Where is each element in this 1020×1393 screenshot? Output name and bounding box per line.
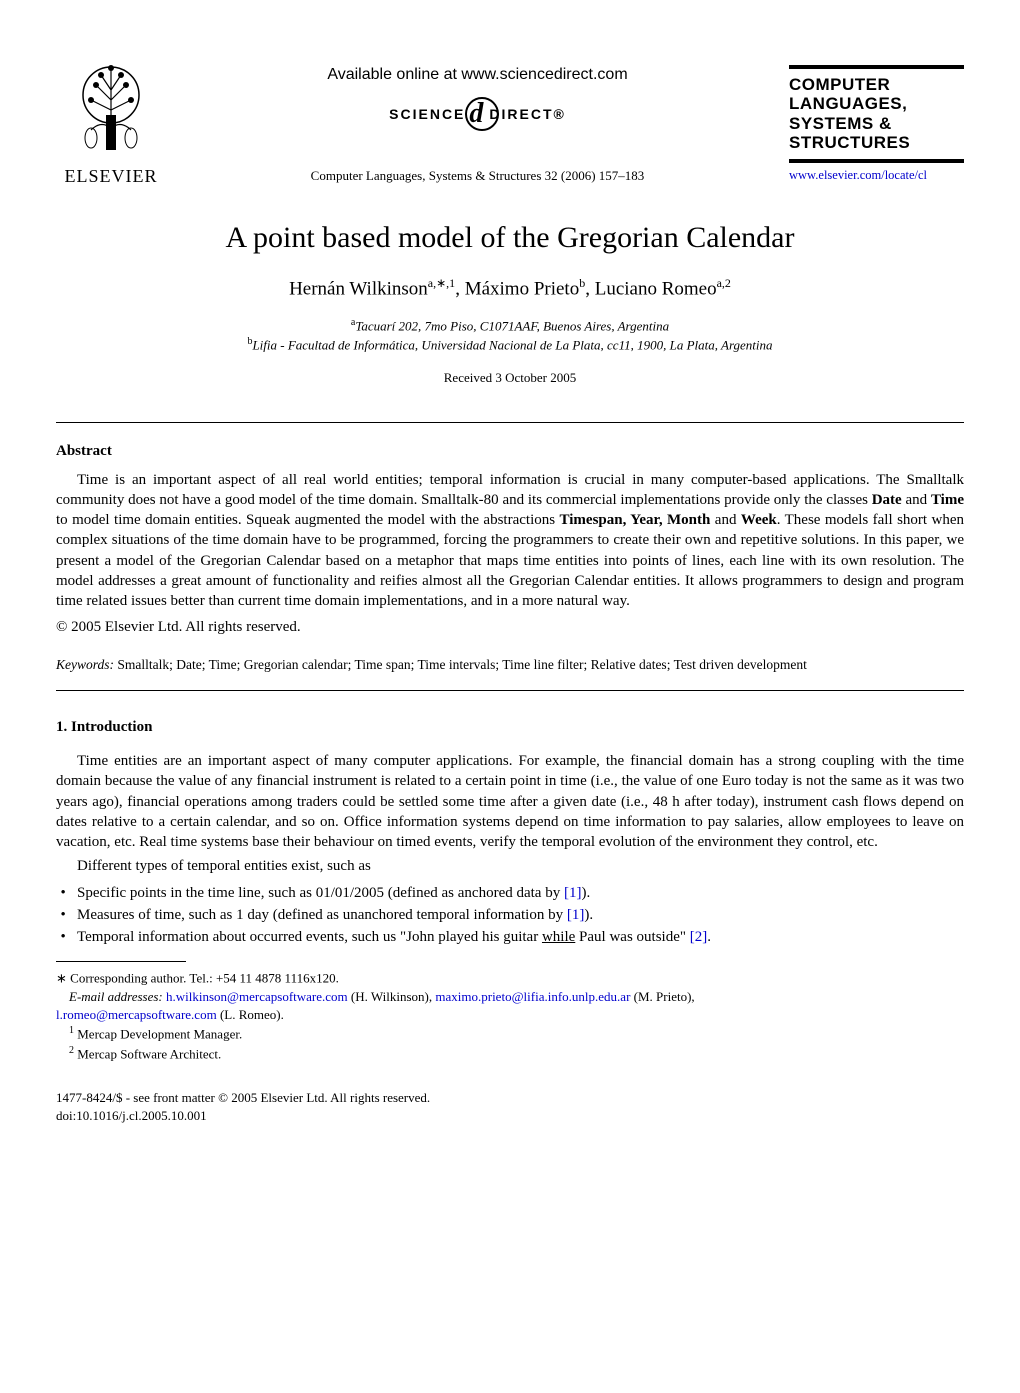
corresponding-author: ∗ Corresponding author. Tel.: +54 11 487… [56,968,964,988]
section-1-p2: Different types of temporal entities exi… [56,856,964,876]
sciencedirect-logo: SCIENCE d DIRECT® [389,95,566,133]
bullet-item: Temporal information about occurred even… [56,927,964,947]
footer-block: 1477-8424/$ - see front matter © 2005 El… [56,1089,964,1125]
journal-name-2: LANGUAGES, [789,94,964,114]
fn1-text: Mercap Development Manager. [74,1027,242,1042]
abstract-copyright: © 2005 Elsevier Ltd. All rights reserved… [56,617,964,637]
journal-url-link[interactable]: www.elsevier.com/locate/cl [789,167,964,184]
corr-text: ∗ Corresponding author. Tel.: +54 11 487… [56,971,339,986]
center-header: Available online at www.sciencedirect.co… [166,64,789,185]
email-2[interactable]: maximo.prieto@lifia.info.unlp.edu.ar [435,989,630,1004]
emails-label: E-mail addresses: [69,989,163,1004]
sd-left: SCIENCE [389,105,465,124]
article-title: A point based model of the Gregorian Cal… [56,218,964,259]
header-row: ELSEVIER Available online at www.science… [56,60,964,188]
keywords-line: Keywords: Smalltalk; Date; Time; Gregori… [56,656,964,674]
email-addresses-line: E-mail addresses: h.wilkinson@mercapsoft… [56,988,964,1006]
elsevier-tree-icon [66,60,156,160]
footnote-2: 2 Mercap Software Architect. [56,1044,964,1064]
elsevier-logo: ELSEVIER [56,60,166,188]
email-3-name: (L. Romeo). [217,1007,284,1022]
journal-name-4: STRUCTURES [789,133,964,153]
email-2-name: (M. Prieto), [630,989,694,1004]
affiliations: aTacuarí 202, 7mo Piso, C1071AAF, Buenos… [56,316,964,355]
email-1-name: (H. Wilkinson), [348,989,436,1004]
abstract-body: Time is an important aspect of all real … [56,470,964,612]
section-1-p1: Time entities are an important aspect of… [56,751,964,852]
keywords-label: Keywords: [56,657,114,672]
email-addresses-line-2: l.romeo@mercapsoftware.com (L. Romeo). [56,1006,964,1024]
authors-line: Hernán Wilkinsona,∗,1, Máximo Prietob, L… [56,275,964,302]
bullet-item: Specific points in the time line, such a… [56,883,964,903]
bullet-list: Specific points in the time line, such a… [56,883,964,948]
affiliation-b: Lifia - Facultad de Informática, Univers… [252,338,772,353]
publisher-name: ELSEVIER [65,164,158,188]
affiliation-a: Tacuarí 202, 7mo Piso, C1071AAF, Buenos … [355,318,669,333]
bullet-item: Measures of time, such as 1 day (defined… [56,905,964,925]
footer-line-1: 1477-8424/$ - see front matter © 2005 El… [56,1089,964,1107]
journal-name-1: COMPUTER [789,75,964,95]
footer-line-2: doi:10.1016/j.cl.2005.10.001 [56,1107,964,1125]
footnote-rule [56,961,186,962]
available-online-text: Available online at www.sciencedirect.co… [166,64,789,86]
email-1[interactable]: h.wilkinson@mercapsoftware.com [166,989,348,1004]
footnotes: ∗ Corresponding author. Tel.: +54 11 487… [56,968,964,1063]
journal-citation: Computer Languages, Systems & Structures… [166,167,789,185]
fn2-text: Mercap Software Architect. [74,1046,221,1061]
email-3[interactable]: l.romeo@mercapsoftware.com [56,1007,217,1022]
abstract-top-rule [56,422,964,423]
sd-right: DIRECT® [489,105,565,124]
footnote-1: 1 Mercap Development Manager. [56,1024,964,1044]
abstract-heading: Abstract [56,441,964,461]
abstract-bottom-rule [56,690,964,691]
sd-d-icon: d [469,95,485,133]
journal-box: COMPUTER LANGUAGES, SYSTEMS & STRUCTURES… [789,65,964,184]
received-date: Received 3 October 2005 [56,369,964,387]
journal-name-3: SYSTEMS & [789,114,964,134]
keywords-text: Smalltalk; Date; Time; Gregorian calenda… [114,657,807,672]
section-1-heading: 1. Introduction [56,717,964,737]
